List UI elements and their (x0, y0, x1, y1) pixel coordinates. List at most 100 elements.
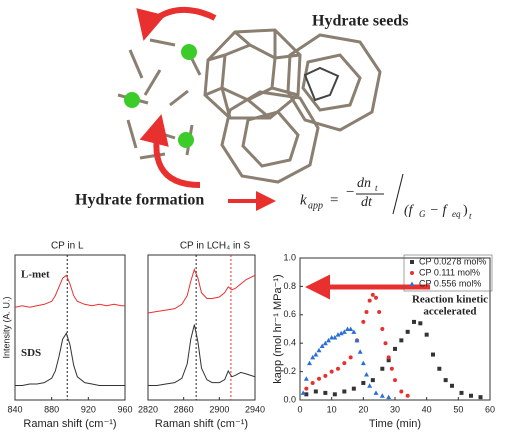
point (351, 386, 356, 391)
x-axis-label: Raman shift (cm⁻¹) (23, 418, 116, 430)
x-tick-label: 2860 (174, 404, 194, 414)
annotation: CP in L (51, 241, 84, 252)
point (304, 386, 309, 391)
series (304, 319, 483, 400)
y-tick-label: 0.6 (283, 309, 296, 319)
point (303, 376, 309, 381)
point (323, 390, 328, 395)
point (379, 393, 385, 398)
point (393, 346, 397, 351)
title: Hydrate seeds (312, 13, 408, 30)
point (418, 321, 423, 326)
formula-part: (f (404, 203, 415, 218)
y-axis-label: kapp (mol hr⁻¹ MPa⁻¹) (272, 274, 284, 383)
point (351, 329, 357, 334)
point (478, 395, 483, 400)
series (300, 326, 392, 400)
y-tick-label: 1.0 (283, 252, 296, 262)
series (304, 292, 410, 398)
point (304, 392, 309, 397)
legend-label: CP 0.556 mol% (419, 278, 481, 288)
point (383, 341, 388, 346)
point (459, 390, 464, 395)
formula-part: t (375, 183, 378, 193)
point (316, 347, 322, 353)
point (313, 389, 318, 394)
series-line (15, 332, 125, 386)
formula-part: k (300, 192, 307, 208)
point (386, 358, 391, 363)
x-tick-label: 2940 (245, 404, 265, 414)
formula-part: eq (452, 209, 461, 219)
point (389, 366, 394, 371)
y-axis-label: Intensity (A. U.) (1, 296, 11, 358)
point (424, 332, 429, 337)
point (326, 337, 331, 343)
point (410, 271, 414, 275)
y-tick-label: 0.8 (283, 281, 296, 291)
formula-part: dt (361, 195, 373, 210)
x-tick-label: 50 (453, 404, 463, 414)
x-axis-label: Time (min) (369, 418, 421, 430)
point (348, 326, 354, 331)
x-tick-label: 0 (297, 404, 302, 414)
legend-frame (403, 254, 493, 292)
x-tick-label: 20 (358, 404, 368, 414)
point (300, 390, 306, 395)
point (370, 292, 375, 297)
point (342, 361, 347, 366)
point (386, 394, 392, 400)
formula-part: = (330, 192, 338, 208)
point (370, 378, 375, 383)
plot-frame (147, 254, 256, 401)
annotation: Reaction kinetic (412, 294, 488, 306)
annotation: CP in L (180, 241, 213, 252)
legend-label: CP 0.111 mol% (419, 267, 480, 277)
annotation: accelerated (423, 306, 476, 318)
legend-label: CP 0.0278 mol% (419, 256, 486, 266)
point (354, 337, 360, 343)
y-tick-label: 0.4 (283, 338, 296, 348)
point (341, 329, 347, 334)
x-tick-label: 40 (422, 404, 432, 414)
point (437, 366, 442, 371)
point (410, 260, 414, 264)
formula-part: G (419, 209, 426, 219)
x-tick-label: 60 (485, 404, 495, 414)
point (310, 354, 316, 360)
x-tick-label: 30 (390, 404, 400, 414)
point (361, 380, 366, 385)
point (313, 352, 319, 357)
y-tick-label: 0.0 (283, 394, 296, 404)
point (364, 371, 369, 377)
point (338, 330, 344, 336)
x-tick-label: 2900 (209, 404, 229, 414)
point (322, 340, 328, 346)
point (450, 383, 454, 388)
point (373, 390, 379, 395)
formula-part: app (308, 200, 323, 211)
point (367, 298, 372, 303)
point (335, 332, 341, 337)
annotation: CH₄ in S (212, 241, 251, 252)
x-tick-label: 960 (117, 404, 132, 414)
point (380, 327, 385, 331)
formula-part: dn (357, 176, 371, 191)
series-line (147, 268, 256, 314)
formula-part: − (346, 184, 354, 200)
formula-part: t (469, 211, 472, 221)
point (431, 352, 435, 357)
point (399, 338, 404, 343)
y-tick-label: 0.2 (283, 366, 296, 376)
formula: k app = − dn t dt (f G − f eq ) t (300, 173, 472, 221)
point (374, 295, 378, 300)
point (367, 383, 373, 388)
x-tick-label: 840 (7, 404, 22, 414)
subtitle: Hydrate formation (75, 192, 204, 209)
x-axis-label: Raman shift (cm⁻¹) (155, 418, 248, 430)
x-tick-label: 920 (81, 404, 96, 414)
point (348, 355, 353, 360)
cage-diagram (117, 6, 382, 188)
point (332, 335, 338, 340)
